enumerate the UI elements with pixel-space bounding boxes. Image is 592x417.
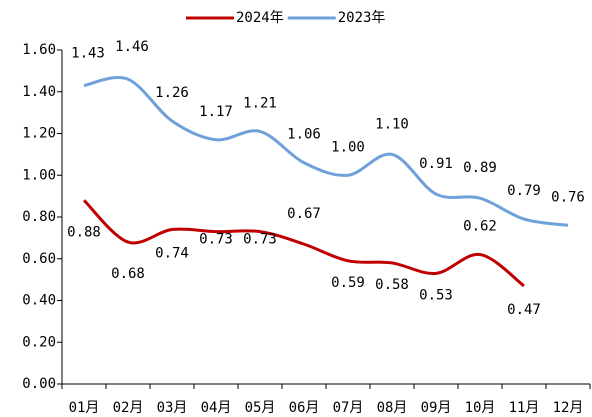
x-tick-label: 11月 [509, 400, 540, 416]
y-tick-label: 0.00 [22, 376, 56, 392]
x-tick-label: 05月 [245, 400, 276, 416]
y-tick-label: 0.80 [22, 209, 56, 225]
x-tick-label: 01月 [69, 400, 100, 416]
x-tick-label: 04月 [201, 400, 232, 416]
data-label: 1.46 [115, 39, 149, 55]
data-label: 0.88 [67, 224, 101, 240]
data-label: 1.26 [155, 85, 189, 101]
data-label: 0.89 [463, 160, 497, 176]
data-label: 0.68 [111, 266, 145, 282]
series-line [82, 199, 525, 288]
data-label: 0.73 [243, 232, 277, 248]
data-label: 0.62 [463, 219, 497, 235]
y-tick-label: 1.00 [22, 167, 56, 183]
x-tick-label: 09月 [421, 400, 452, 416]
data-label: 0.73 [199, 232, 233, 248]
data-label: 0.53 [419, 287, 453, 303]
y-tick-label: 0.20 [22, 334, 56, 350]
x-tick-label: 06月 [289, 400, 320, 416]
data-label: 1.17 [199, 104, 233, 120]
y-tick-label: 1.40 [22, 84, 56, 100]
x-tick-label: 12月 [553, 400, 584, 416]
data-label: 1.00 [331, 139, 365, 155]
y-tick-label: 1.60 [22, 42, 56, 58]
data-label: 0.58 [375, 277, 409, 293]
y-tick-label: 0.60 [22, 251, 56, 267]
data-label: 0.47 [507, 302, 541, 318]
data-label: 1.21 [243, 95, 277, 111]
x-tick-label: 07月 [333, 400, 364, 416]
data-label: 0.67 [287, 206, 321, 222]
y-tick-label: 1.20 [22, 126, 56, 142]
x-tick-label: 10月 [465, 400, 496, 416]
legend-label: 2023年 [338, 10, 386, 26]
data-label: 1.10 [375, 116, 409, 132]
x-tick-label: 08月 [377, 400, 408, 416]
data-label: 0.79 [507, 183, 541, 199]
series-line [83, 76, 569, 227]
legend-label: 2024年 [236, 10, 284, 26]
x-tick-label: 03月 [157, 400, 188, 416]
data-label: 0.74 [155, 246, 189, 262]
data-label: 0.91 [419, 156, 453, 172]
y-tick-label: 0.40 [22, 293, 56, 309]
data-label: 0.59 [331, 275, 365, 291]
data-label: 0.76 [551, 189, 585, 205]
data-label: 1.43 [71, 45, 105, 61]
data-label: 1.06 [287, 127, 321, 143]
x-tick-label: 02月 [113, 400, 144, 416]
